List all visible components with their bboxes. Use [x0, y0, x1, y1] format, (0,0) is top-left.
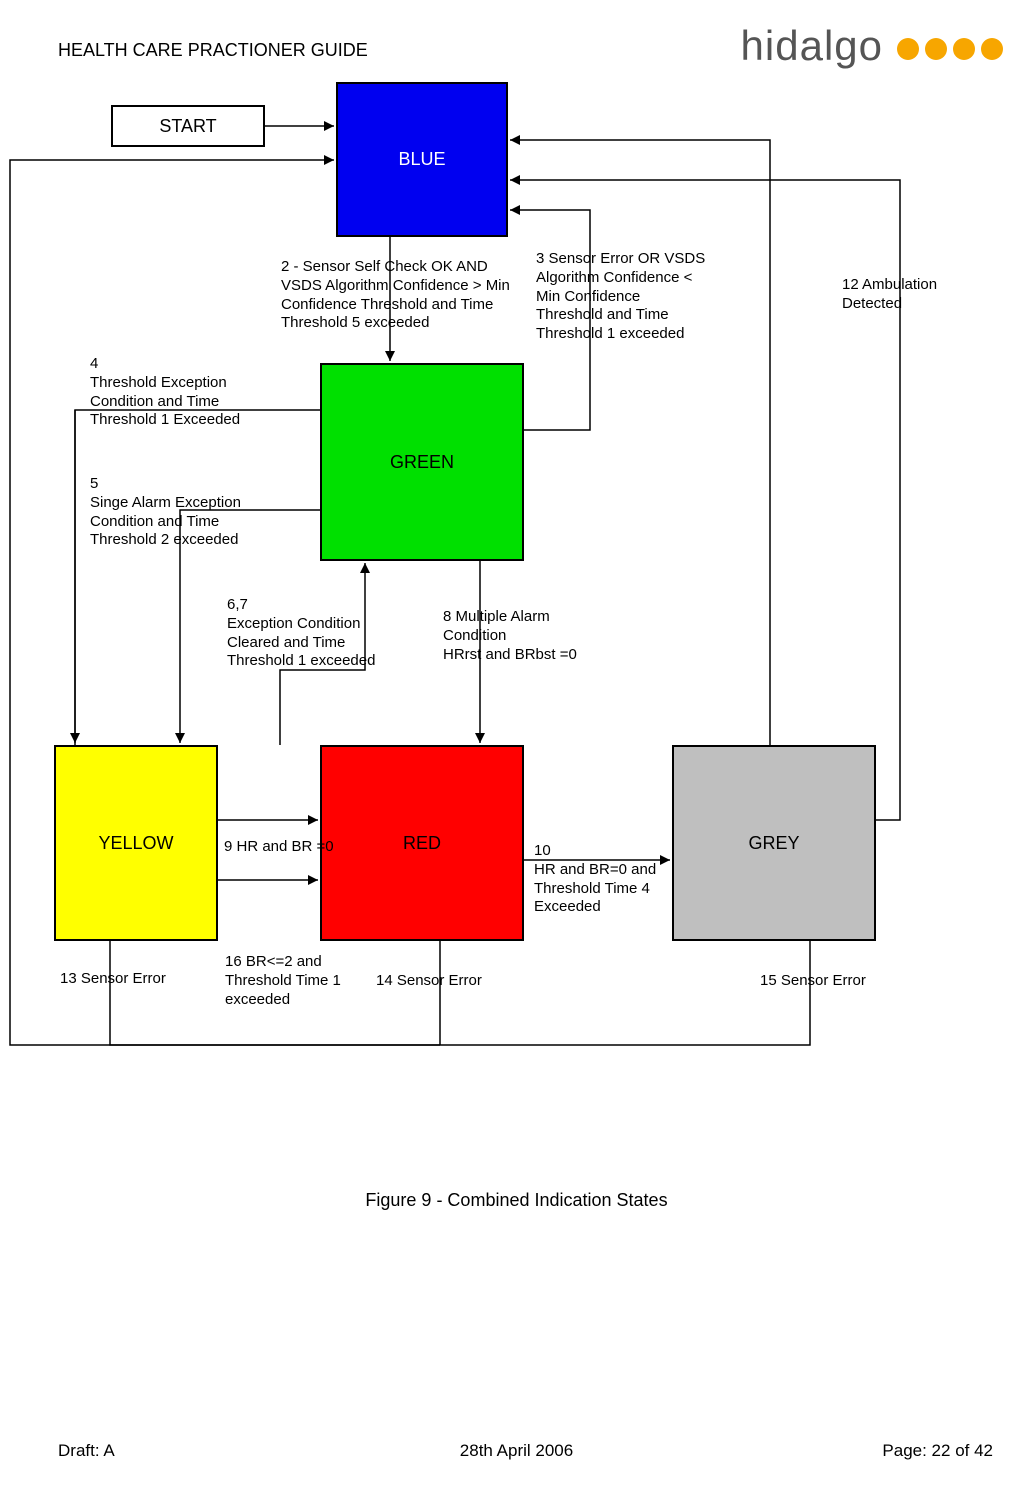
edge-label-16: 16 BR<=2 and Threshold Time 1 exceeded [225, 953, 341, 1009]
node-grey: GREY [672, 745, 876, 941]
node-label: GREY [748, 833, 799, 854]
header-title: HEALTH CARE PRACTIONER GUIDE [58, 40, 368, 61]
node-label: YELLOW [98, 833, 173, 854]
dot-icon [953, 38, 975, 60]
page-footer: Draft: A 28th April 2006 Page: 22 of 42 [0, 1441, 1033, 1471]
node-red: RED [320, 745, 524, 941]
figure-caption: Figure 9 - Combined Indication States [0, 1190, 1033, 1211]
footer-center: 28th April 2006 [0, 1441, 1033, 1461]
edge-label-15: 15 Sensor Error [760, 972, 866, 991]
edge-label-13: 13 Sensor Error [60, 970, 166, 989]
diagram-canvas: START BLUE GREEN YELLOW RED GREY 2 - Sen… [0, 80, 1033, 1200]
node-blue: BLUE [336, 82, 508, 237]
logo: hidalgo [741, 22, 1003, 70]
node-label: START [159, 116, 216, 137]
edge-label-5: 5 Singe Alarm Exception Condition and Ti… [90, 475, 241, 550]
edge-label-67: 6,7 Exception Condition Cleared and Time… [227, 596, 375, 671]
edge-label-2: 2 - Sensor Self Check OK AND VSDS Algori… [281, 258, 510, 333]
node-green: GREEN [320, 363, 524, 561]
footer-right: Page: 22 of 42 [882, 1441, 993, 1461]
edge-label-4: 4 Threshold Exception Condition and Time… [90, 355, 240, 430]
logo-text: hidalgo [741, 22, 883, 70]
edge-label-10: 10 HR and BR=0 and Threshold Time 4 Exce… [534, 842, 656, 917]
edge-label-8: 8 Multiple Alarm Condition HRrst and BRb… [443, 608, 577, 664]
dot-icon [925, 38, 947, 60]
dot-icon [897, 38, 919, 60]
dot-icon [981, 38, 1003, 60]
edge-label-3: 3 Sensor Error OR VSDS Algorithm Confide… [536, 250, 705, 344]
edge-label-9: 9 HR and BR =0 [224, 838, 334, 857]
node-label: GREEN [390, 452, 454, 473]
node-label: RED [403, 833, 441, 854]
node-start: START [111, 105, 265, 147]
page-header: HEALTH CARE PRACTIONER GUIDE hidalgo [0, 32, 1033, 82]
logo-dots [897, 38, 1003, 60]
node-yellow: YELLOW [54, 745, 218, 941]
edge-label-12: 12 Ambulation Detected [842, 276, 937, 314]
node-label: BLUE [398, 149, 445, 170]
edge-label-14: 14 Sensor Error [376, 972, 482, 991]
